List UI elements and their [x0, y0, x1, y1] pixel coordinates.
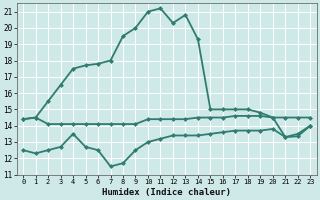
- X-axis label: Humidex (Indice chaleur): Humidex (Indice chaleur): [102, 188, 231, 197]
